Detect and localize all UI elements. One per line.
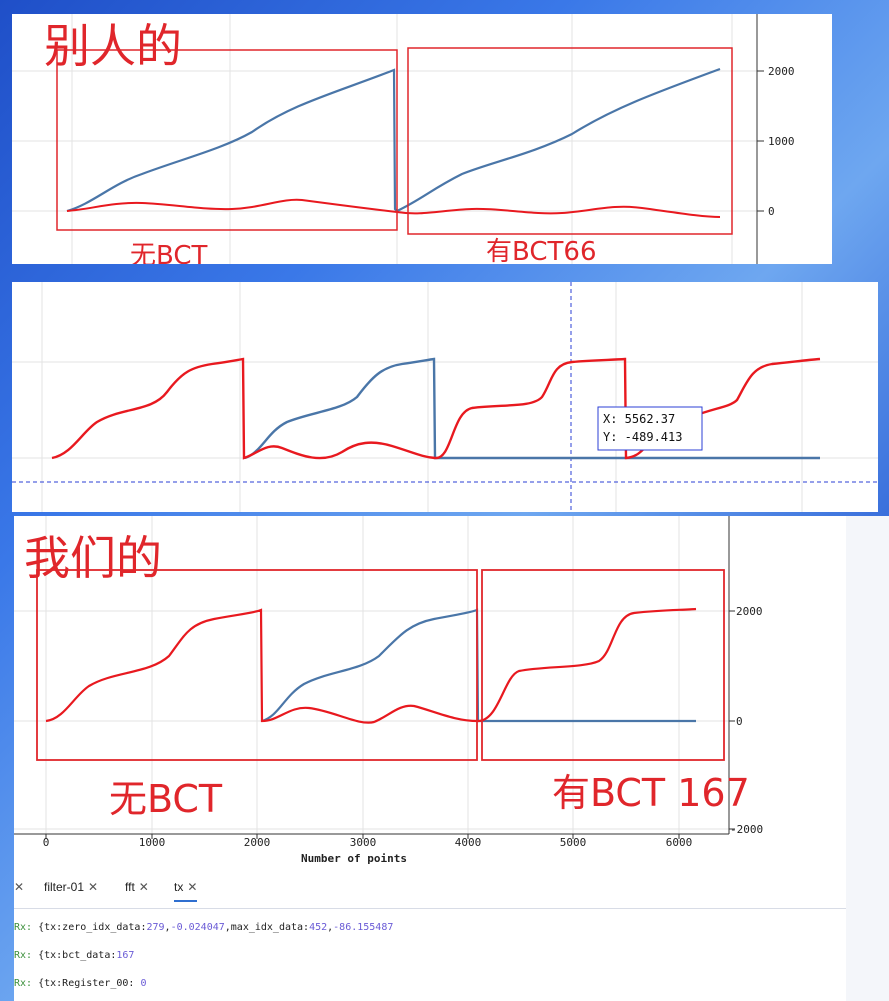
cursor-readout-x: X: 5562.37 [603,412,675,426]
log-line: Rx: {tx:zero_idx_data:279,-0.024047,max_… [14,922,393,933]
log-prefix: Rx: [14,922,39,933]
console-tab-bar: ✕ filter-01 ✕ fft ✕ tx ✕ [14,868,846,909]
log-value: 0 [140,978,147,989]
log-line: Rx: {tx:Register_00: 0 [14,978,146,989]
log-brace: { [38,950,45,961]
cursor-readout-y: Y: -489.413 [603,430,682,444]
cursor-readout-box [597,406,703,451]
annotation-title: 我们的 [24,531,162,585]
annotation-label-left: 无BCT [130,241,208,264]
serial-console: ✕ filter-01 ✕ fft ✕ tx ✕ Rx: {tx:zero_idx_d… [14,868,846,1001]
log-value: -86.155487 [333,922,394,933]
annotation-title: 别人的 [44,19,182,73]
annotation-box-right [407,47,733,235]
y-tick-label: 0 [768,205,775,218]
log-prefix: Rx: [14,950,39,961]
our-chart-panel[interactable]: 2000 0 -2000 0 1000 2000 3000 4000 5000 … [14,516,846,868]
x-tick-label: 3000 [350,836,377,849]
log-prefix: Rx: [14,978,39,989]
y-tick-label: -2000 [730,823,763,836]
y-tick-label: 2000 [768,65,795,78]
close-icon[interactable]: ✕ [14,880,25,894]
reference-chart-svg: 2000 1000 0 别人的 无BCT 有BCT66 [12,14,795,264]
log-brace: { [38,978,45,989]
x-tick-label: 4000 [455,836,482,849]
x-tick-label: 2000 [244,836,271,849]
annotation-box-left [36,569,478,761]
x-tick-label: 6000 [666,836,693,849]
log-key: tx:zero_idx_data: [44,922,147,933]
tab-fft[interactable]: fft ✕ [125,880,149,894]
y-axis-ticks [757,70,764,212]
y-tick-label: 2000 [736,605,763,618]
x-tick-label: 1000 [139,836,166,849]
log-key: ,max_idx_data: [224,922,310,933]
our-chart-svg: 2000 0 -2000 0 1000 2000 3000 4000 5000 … [14,516,763,865]
annotation-label-right: 有BCT66 [486,237,597,264]
x-tick-label: 0 [43,836,50,849]
close-icon[interactable]: ✕ [187,880,198,894]
annotation-label-left: 无BCT [109,777,223,821]
log-value: 279 [146,922,165,933]
annotation-label-right: 有BCT 167 [552,771,750,815]
tab-tx[interactable]: tx ✕ [174,880,198,902]
series-blue-line [261,608,696,723]
live-chart-svg: X: 5562.37 Y: -489.413 [12,282,878,512]
grid [12,282,878,512]
log-line: Rx: {tx:bct_data:167 [14,950,134,961]
tab-label: fft [125,880,135,894]
x-tick-label: 5000 [560,836,587,849]
x-axis-label: Number of points [301,852,407,865]
log-value: 452 [309,922,328,933]
y-axis-ticks [729,610,735,830]
series-red-line [45,607,697,724]
close-icon[interactable]: ✕ [138,880,149,894]
log-key: tx:Register_00: [44,978,141,989]
log-key: tx:bct_data: [44,950,117,961]
log-value: 167 [116,950,135,961]
live-chart-panel[interactable]: X: 5562.37 Y: -489.413 [12,282,878,512]
right-sidebar-strip [846,516,889,1001]
y-tick-label: 1000 [768,135,795,148]
log-separator: , [327,922,334,933]
log-brace: { [38,922,45,933]
annotation-box-left [56,49,398,231]
series-blue-line [66,67,721,213]
annotation-box-right [481,569,725,761]
tab-filter-01[interactable]: filter-01 ✕ [44,880,98,894]
tab-label: tx [174,880,184,894]
series-red-line [66,198,721,218]
log-separator: , [164,922,171,933]
x-axis-ticks [45,834,680,839]
y-tick-label: 0 [736,715,743,728]
close-icon[interactable]: ✕ [88,880,99,894]
tab-label: filter-01 [44,880,85,894]
series-blue-line [244,357,820,460]
reference-chart-panel: 2000 1000 0 别人的 无BCT 有BCT66 [12,14,832,264]
log-value: -0.024047 [170,922,225,933]
